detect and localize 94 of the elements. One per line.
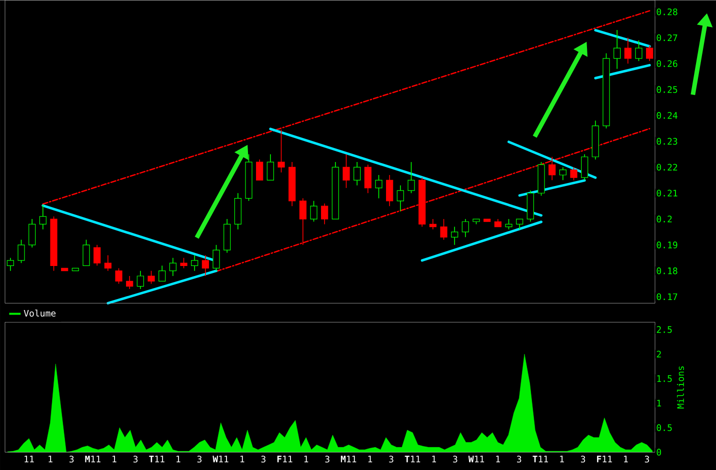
x-tick-label: 1 [432,456,436,462]
y-tick-label: 0.21 [656,190,678,196]
candlestick [310,200,318,222]
candlestick [440,218,448,240]
x-tick-label: 3 [133,456,138,462]
x-tick-label: 3 [197,456,202,462]
candlestick [342,154,350,188]
y-tick-label: 0.23 [656,138,678,145]
candlestick [408,162,415,194]
x-tick-label: 3 [453,456,458,462]
y-tick-label: 0.18 [656,267,678,274]
candlestick [212,244,220,272]
x-tick-label: 1 [624,456,628,462]
y-tick-label: 0.28 [656,8,678,16]
candlestick [266,154,274,180]
candlestick [28,218,36,248]
x-tick-label: 1 [240,456,244,462]
x-tick-label: 3 [644,456,650,462]
candlestick [39,204,46,230]
legend-label: Volume [24,310,56,317]
y-tick-label: 0.25 [656,86,678,93]
candlestick [559,166,566,180]
candlestick [364,164,372,194]
x-tick-label: 1 [112,456,116,462]
candlestick [354,162,361,186]
y-tick-label: 1.5 [657,375,672,382]
candlestick [191,254,198,272]
x-tick-label: 3 [325,456,330,462]
candlestick [202,254,209,276]
candlestick [570,166,578,180]
x-tick-label: T11 [404,456,420,462]
candlestick [148,270,155,284]
candlestick [115,268,122,284]
y-tick-label: 0.19 [656,241,678,248]
candlestick [321,202,328,225]
candlestick [136,270,144,290]
y-axis-title: Millions [676,366,684,408]
candlestick [396,184,404,212]
y-tick-label: 0.22 [656,164,678,171]
x-tick-label: 1 [368,456,372,462]
y-tick-label: 0 [656,448,662,456]
candlestick [386,174,394,206]
y-tick-label: 0.26 [656,60,678,67]
x-tick-label: 1 [496,456,500,462]
candlestick [18,239,25,264]
x-tick-label: 1 [176,456,180,462]
candlestick [548,156,556,180]
y-tick-label: 2.5 [656,326,672,333]
x-tick-label: F11 [597,456,612,462]
x-tick-label: F11 [277,456,292,462]
candlestick [635,40,642,62]
candlestick [82,239,90,266]
candlestick [256,158,264,180]
y-tick-label: 0.27 [656,34,678,42]
candlestick [516,218,524,230]
candlestick [6,257,14,272]
candlestick [104,254,112,272]
candlestick [462,218,469,238]
y-tick-label: 2 [656,350,661,358]
candlestick [169,257,176,276]
y-tick-label: 0.17 [656,293,678,300]
x-tick-label: 3 [517,456,522,462]
candlestick [624,37,632,64]
x-tick-label: T11 [532,456,548,462]
candlestick [158,265,166,282]
candlestick [646,45,654,62]
candlestick [180,257,188,269]
candlestick [94,244,101,266]
x-tick-label: W11 [212,456,228,462]
x-tick-label: 3 [580,456,586,462]
y-tick-label: 0.24 [656,112,678,119]
candlestick [375,174,382,199]
x-tick-label: T11 [149,456,164,462]
candlestick [614,29,621,70]
x-tick-label: 3 [261,456,266,462]
candlestick [451,226,458,246]
x-tick-label: 1 [48,456,52,462]
candlestick [126,276,134,290]
x-tick-label: M11 [85,456,100,462]
x-tick-label: 1 [560,456,564,462]
candlestick [299,198,306,246]
x-tick-label: 3 [69,456,74,462]
x-tick-label: 1 [304,456,308,462]
candlestick [429,218,436,230]
x-tick-label: 11 [24,456,34,462]
y-tick-label: 0.2 [656,216,672,222]
x-tick-label: W11 [468,456,484,462]
x-tick-label: 3 [389,456,394,462]
y-tick-label: 0.5 [656,424,672,431]
y-tick-label: 1 [657,400,662,406]
candlestick [581,154,588,180]
candlestick [278,129,285,173]
x-tick-label: M11 [340,456,356,462]
candlestick [505,218,512,230]
